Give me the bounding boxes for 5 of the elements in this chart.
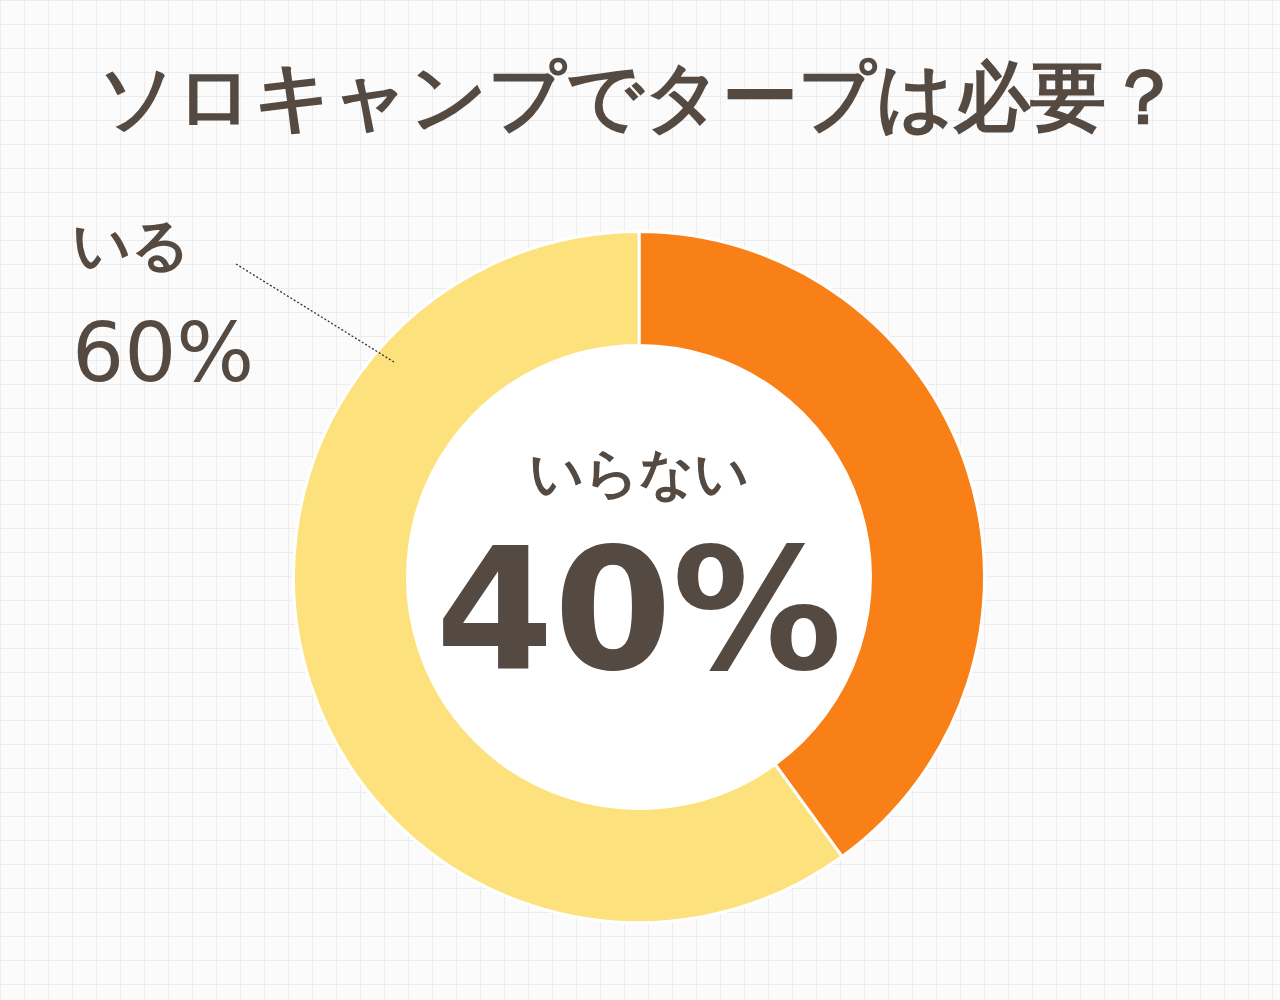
slice-label: いらない <box>529 442 749 506</box>
chart-title: ソロキャンプでタープは必要？ <box>97 52 1183 141</box>
data-label: 60% <box>72 305 255 401</box>
slice-label: いる <box>72 211 190 280</box>
data-label: 40% <box>435 511 843 710</box>
